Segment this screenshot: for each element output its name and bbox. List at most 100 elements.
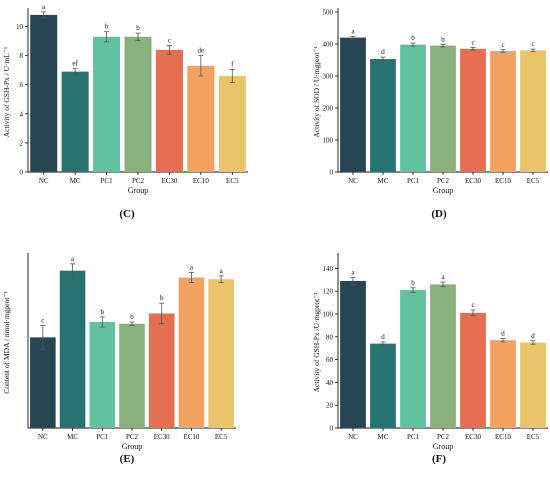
significance-letter: a (42, 3, 46, 11)
bar-pc1 (400, 290, 426, 428)
bar-mc (61, 71, 89, 172)
x-tick-label: NC (348, 433, 358, 441)
y-tick-label: 20 (326, 402, 334, 410)
significance-letter: d (501, 330, 505, 338)
bar-ec10 (490, 51, 516, 172)
x-axis-label: Group (433, 186, 453, 195)
bar-pc2 (119, 323, 145, 428)
significance-letter: c (168, 36, 171, 44)
significance-letter: f (231, 60, 234, 68)
significance-letter: b (411, 34, 415, 42)
x-tick-label: EC30 (465, 433, 481, 441)
panel-label-bottom: (F) (432, 453, 446, 465)
y-tick-label: 400 (323, 41, 334, 49)
x-tick-label: EC5 (527, 433, 540, 441)
bar-ec30 (460, 48, 486, 172)
y-tick-label: 60 (326, 356, 334, 364)
x-tick-label: PC2 (437, 433, 450, 441)
y-tick-label: 10 (16, 23, 24, 31)
bar-pc1 (93, 36, 121, 173)
x-tick-label: EC10 (183, 433, 199, 441)
significance-letter: de (198, 47, 205, 55)
y-tick-label: 40 (326, 379, 334, 387)
y-tick-label: 8 (20, 52, 24, 60)
bar-ec30 (155, 49, 183, 173)
bar-mc (59, 270, 86, 428)
y-tick-label: 6 (20, 81, 24, 89)
bar-pc2 (124, 36, 152, 173)
panel-label: (D) (431, 208, 447, 220)
y-tick-label: 0 (330, 169, 334, 177)
x-tick-label: MC (378, 177, 389, 185)
significance-letter: a (220, 267, 224, 275)
significance-letter: a (71, 255, 75, 263)
x-tick-label: EC10 (495, 177, 511, 185)
significance-letter: a (351, 269, 355, 277)
x-tick-label: PC1 (407, 177, 420, 185)
x-tick-label: PC2 (437, 177, 450, 185)
x-tick-label: EC5 (226, 177, 239, 185)
panel-label: (C) (119, 208, 135, 220)
y-tick-label: 300 (323, 73, 334, 81)
x-tick-label: EC10 (193, 177, 209, 185)
x-tick-label: MC (67, 433, 78, 441)
bar-nc (30, 337, 56, 428)
x-axis-label: Group (128, 186, 148, 195)
significance-letter: d (531, 332, 535, 340)
y-tick-label: 500 (323, 9, 334, 17)
bar-ec10 (178, 277, 205, 428)
bar-nc (340, 37, 366, 172)
x-tick-label: NC (38, 433, 48, 441)
significance-letter: b (105, 23, 109, 31)
x-axis-label: Group (433, 442, 453, 451)
significance-letter: b (130, 313, 134, 321)
chart-panel-4: 0 20 40 60 80 100 120 140 Activity of GSH-Px /U·… (312, 208, 548, 451)
x-tick-label: EC30 (161, 177, 177, 185)
x-tick-label: PC2 (132, 177, 145, 185)
x-tick-label: EC5 (215, 433, 228, 441)
significance-letter: c (531, 40, 534, 48)
x-tick-label: EC30 (154, 433, 170, 441)
panel-label-bottom: (E) (120, 453, 135, 465)
y-tick-label: 0 (20, 169, 24, 177)
x-tick-label: PC1 (101, 177, 114, 185)
bar-pc2 (430, 284, 456, 428)
significance-letter: a (190, 263, 194, 271)
x-tick-label: EC30 (465, 177, 481, 185)
y-tick-label: 100 (323, 137, 334, 145)
y-tick-label: 140 (323, 265, 334, 273)
y-tick-label: 4 (20, 110, 24, 118)
significance-letter: b (101, 308, 105, 316)
chart-panel-2: 0 100 200 300 400 500 Activity of SOD / U·mgpr… (312, 8, 548, 195)
significance-letter: d (381, 48, 385, 56)
bar-mc (370, 59, 396, 172)
x-tick-label: PC1 (96, 433, 109, 441)
bar-ec10 (187, 65, 215, 172)
bar-pc2 (430, 45, 456, 172)
x-tick-label: PC2 (126, 433, 139, 441)
y-tick-label: 200 (323, 105, 334, 113)
bar-ec30 (148, 313, 175, 428)
bar-nc (340, 280, 366, 428)
significance-letter: b (160, 294, 164, 302)
significance-letter: b (136, 24, 140, 32)
significance-letter: b (411, 279, 415, 287)
significance-letter: c (471, 39, 474, 47)
x-tick-label: MC (70, 177, 81, 185)
x-tick-label: MC (378, 433, 389, 441)
significance-letter: a (441, 273, 445, 281)
significance-letter: d (381, 333, 385, 341)
x-axis-label: Group (122, 442, 142, 451)
y-tick-label: 80 (326, 333, 334, 341)
y-tick-label: 120 (323, 288, 334, 296)
bar-mc (370, 343, 396, 428)
bar-ec10 (490, 340, 516, 428)
chart-panel-1: 0 2 4 6 8 10 Activity of GSH-Px / U·mL⁻¹ a NC ef M… (2, 3, 248, 195)
significance-letter: b (441, 35, 445, 43)
x-tick-label: EC10 (495, 433, 511, 441)
y-axis-label: Content of MDA / nmol·mgprot⁻¹ (2, 291, 11, 393)
y-axis-label: Activity of GSH-Px / U·mL⁻¹ (2, 47, 11, 137)
bar-ec5 (208, 279, 234, 428)
y-axis-label: Activity of SOD / U·mgprot⁻¹ (312, 46, 321, 137)
